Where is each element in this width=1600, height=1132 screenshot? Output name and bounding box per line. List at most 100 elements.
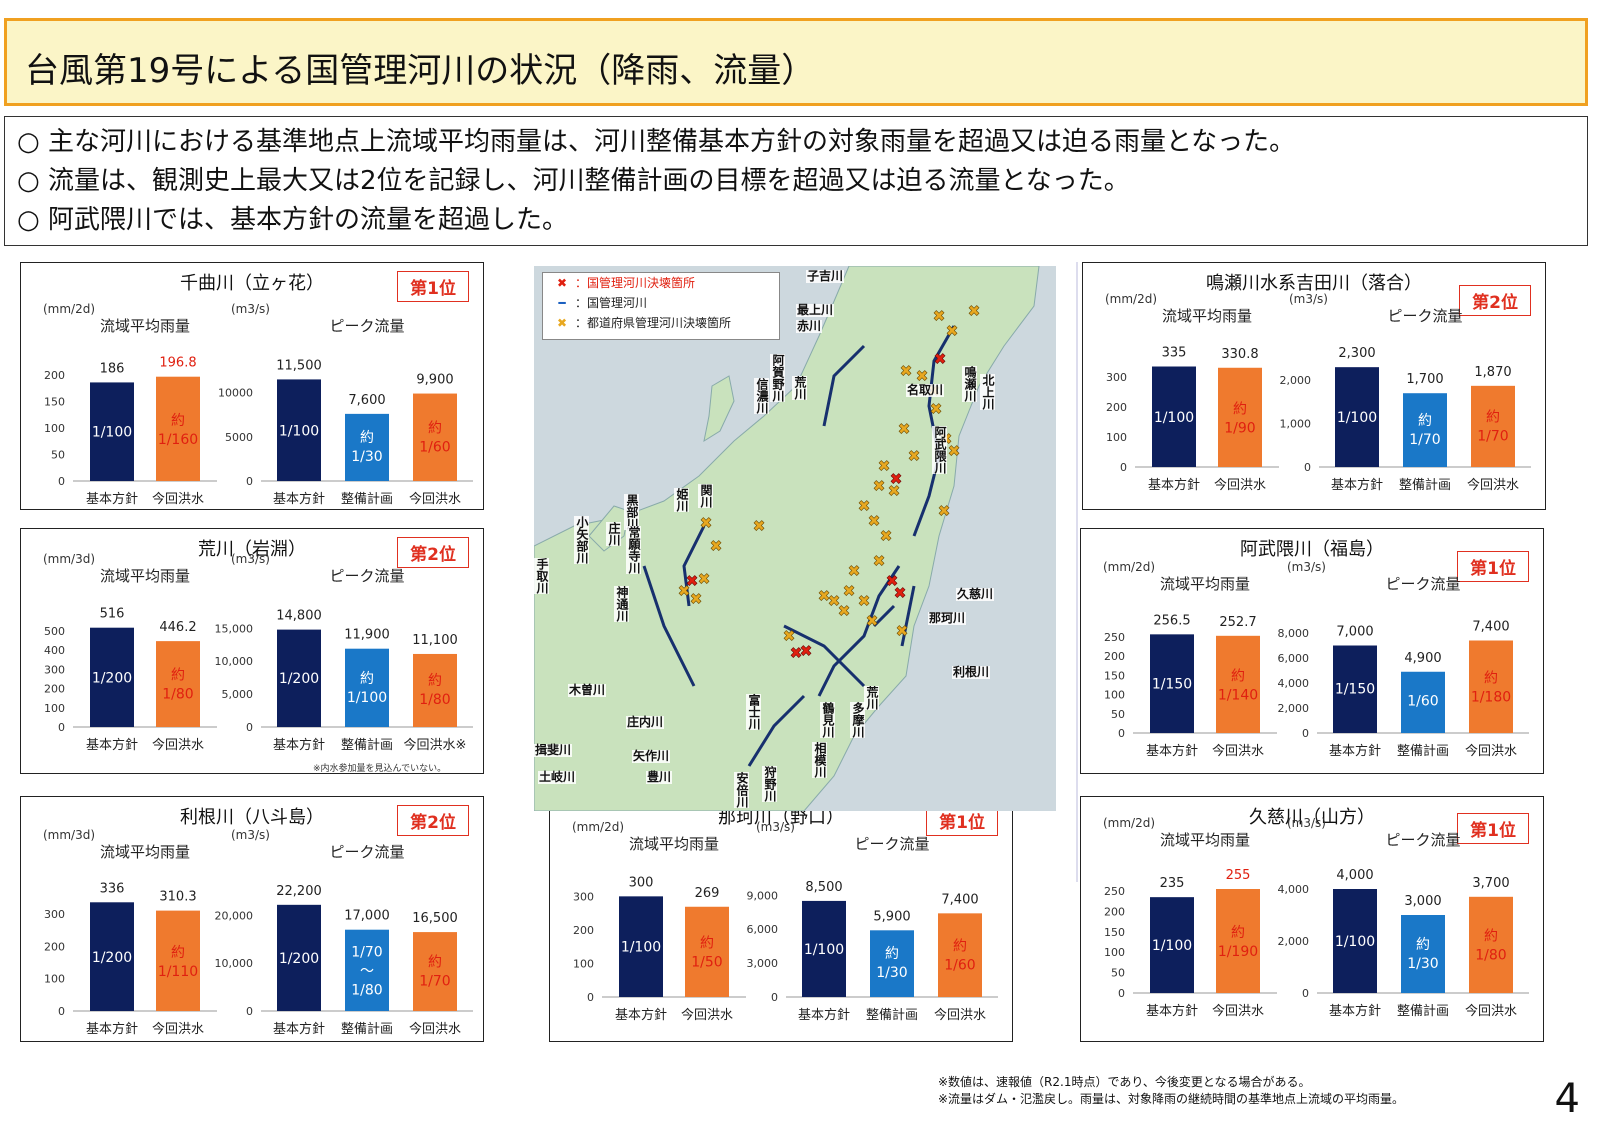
bar-label: 約	[360, 671, 374, 687]
map-label: 庄内川	[626, 716, 664, 729]
map-label: 信濃川	[754, 378, 769, 414]
y-tick-label: 0	[58, 475, 65, 488]
bar-label: 1/70	[1477, 428, 1508, 444]
category-label: 整備計画	[1397, 1003, 1449, 1019]
bar-label: 約	[171, 413, 185, 429]
category-label: 今回洪水	[409, 491, 461, 507]
value-label: 310.3	[159, 890, 196, 905]
y-tick-label: 2,000	[1278, 935, 1310, 948]
footnotes: ※数値は、速報値（R2.1時点）であり、今後変更となる場合がある。 ※流量はダム…	[938, 1074, 1404, 1108]
series-title: 流域平均雨量	[1162, 307, 1252, 325]
value-label: 5,900	[873, 909, 910, 924]
bar-label: 1/100	[1154, 410, 1194, 426]
y-tick-label: 9,000	[747, 889, 779, 902]
y-tick-label: 50	[1111, 708, 1125, 721]
unit-label: (m3/s)	[231, 302, 270, 316]
y-tick-label: 0	[58, 1005, 65, 1018]
chart-svg: (mm/2d)流域平均雨量050100150200 1861/100基本方針196…	[21, 263, 485, 511]
value-label: 4,000	[1336, 868, 1373, 883]
category-label: 基本方針	[1146, 743, 1198, 759]
series-title: ピーク流量	[329, 567, 404, 585]
chart-svg: (mm/2d)流域平均雨量01002003003001/100基本方針269約1…	[550, 797, 1014, 1043]
value-label: 2,300	[1338, 346, 1375, 361]
category-label: 基本方針	[1331, 477, 1383, 493]
yellow-x-icon: ✖	[783, 627, 796, 645]
red-x-icon: ✖	[890, 470, 903, 488]
bar-label: 1/60	[419, 440, 450, 456]
value-label: 196.8	[159, 356, 196, 371]
bar-label: 約	[885, 946, 899, 962]
chart-panel-chikuma: 千曲川（立ヶ花） 第1位 (mm/2d) 流域平均雨量 0 50 100 150 200 18…	[20, 262, 484, 510]
legend-item: ━ ：国管理河川	[543, 293, 779, 313]
value-label: 11,100	[412, 633, 458, 648]
map-label: 土岐川	[538, 771, 576, 784]
title-bar: 台風第19号による国管理河川の状況（降雨、流量）	[4, 18, 1588, 106]
yellow-x-icon: ✖	[873, 477, 886, 495]
category-label: 基本方針	[798, 1007, 850, 1023]
series-title: 流域平均雨量	[1160, 575, 1250, 593]
bar-label: 1/150	[1152, 677, 1192, 693]
category-label: 基本方針	[86, 491, 138, 507]
bar	[1471, 386, 1515, 467]
yellow-x-icon: ✖	[900, 362, 913, 380]
series-title: 流域平均雨量	[100, 843, 190, 861]
summary-box: ○ 主な河川における基準地点上流域平均雨量は、河川整備基本方針の対象雨量を超過又…	[4, 116, 1588, 246]
y-tick-label: 50	[51, 449, 65, 462]
bar	[413, 654, 457, 727]
category-label: 今回洪水	[409, 1021, 461, 1037]
value-label: 1,870	[1474, 365, 1511, 380]
yellow-x-icon: ✖	[700, 514, 713, 532]
value-label: 3,000	[1404, 894, 1441, 909]
bar-label: 約	[1484, 670, 1498, 686]
unit-label: (m3/s)	[231, 828, 270, 842]
bar-label: 1/60	[1407, 693, 1438, 709]
series-title: ピーク流量	[329, 843, 404, 861]
y-tick-label: 500	[44, 625, 65, 638]
y-tick-label: 0	[1302, 987, 1309, 1000]
yellow-x-icon: ✖	[690, 590, 703, 608]
map-label: 鶴見川	[820, 702, 835, 738]
chart-svg: (mm/2d)流域平均雨量050100150200250256.51/150基本…	[1081, 529, 1545, 775]
y-tick-label: 100	[1104, 946, 1125, 959]
category-label: 今回洪水	[1465, 743, 1517, 759]
series-title: 流域平均雨量	[629, 835, 719, 853]
map-label: 安倍川	[734, 772, 749, 808]
y-tick-label: 20,000	[215, 909, 254, 922]
value-label: 16,500	[412, 911, 458, 926]
bar-label: 1/200	[92, 950, 132, 966]
y-tick-label: 0	[1302, 727, 1309, 740]
y-tick-label: 0	[246, 475, 253, 488]
y-tick-label: 0	[1118, 727, 1125, 740]
bar-label: 約	[428, 421, 442, 437]
bar-label: 1/100	[1152, 938, 1192, 954]
bar	[870, 930, 914, 997]
category-label: 基本方針	[1329, 743, 1381, 759]
value-label: 11,500	[276, 358, 322, 373]
category-label: 基本方針	[273, 1021, 325, 1037]
yellow-x-icon: ✖	[866, 612, 879, 630]
category-label: 整備計画	[341, 1021, 393, 1037]
blue-line-icon: ━	[549, 293, 575, 313]
yellow-x-icon: ✖	[710, 537, 723, 555]
unit-label: (mm/2d)	[1105, 292, 1157, 306]
map-label: 鳴瀬川	[962, 366, 977, 402]
category-label: 今回洪水	[1212, 743, 1264, 759]
value-label: 7,400	[941, 892, 978, 907]
bar-label: 1/200	[279, 671, 319, 687]
y-tick-label: 2,000	[1278, 702, 1310, 715]
yellow-x-icon: ✖	[843, 582, 856, 600]
bar-label: 1/60	[944, 957, 975, 973]
y-tick-label: 300	[44, 908, 65, 921]
unit-label: (mm/3d)	[43, 552, 95, 566]
map-label: 豊川	[646, 771, 672, 784]
map-label: 荒川	[864, 686, 879, 710]
bar	[413, 932, 457, 1011]
y-tick-label: 8,000	[1278, 627, 1310, 640]
yellow-x-icon: ✖	[933, 307, 946, 325]
bar-label: 1/70	[351, 944, 382, 960]
value-label: 336	[100, 881, 125, 896]
value-label: 4,900	[1404, 651, 1441, 666]
map-label: 名取川	[906, 384, 944, 397]
yellow-x-icon: ✖	[948, 442, 961, 460]
y-tick-label: 2,000	[1280, 374, 1312, 387]
